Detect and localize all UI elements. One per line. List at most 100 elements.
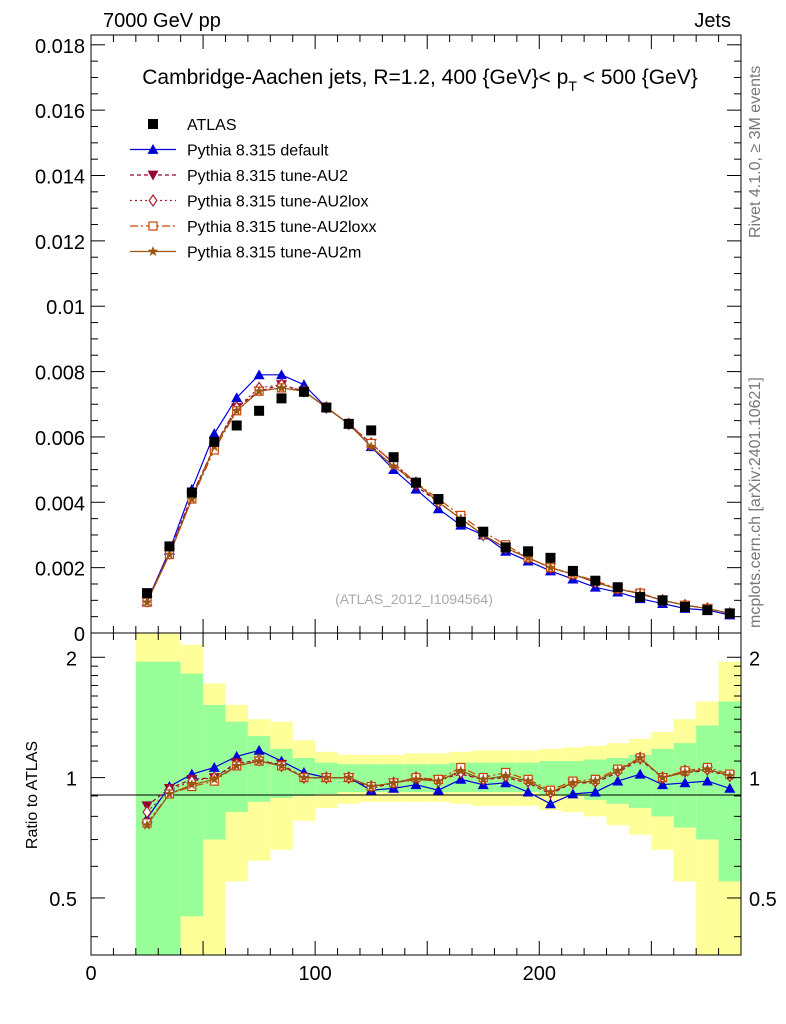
legend-label-3: Pythia 8.315 tune-AU2loxx (187, 219, 376, 236)
series-point-0 (298, 379, 310, 390)
data-point (142, 588, 153, 599)
series-point-4 (365, 441, 377, 452)
ratio-point-0 (208, 761, 220, 772)
legend-marker-3 (148, 221, 158, 231)
data-point (164, 541, 175, 552)
ratio-point-4 (657, 772, 668, 783)
analysis-id-label: (ATLAS_2012_I1094564) (335, 591, 493, 607)
ratio-point-4 (186, 779, 198, 790)
series-point-4 (186, 493, 198, 504)
xtick-label: 100 (298, 963, 331, 985)
ratio-ytick-label-right: 0.5 (749, 889, 777, 911)
data-point (343, 418, 354, 429)
ratio-point-4 (231, 760, 242, 771)
main-ytick-label: 0 (74, 624, 85, 646)
main-ytick-label: 0.004 (35, 493, 85, 515)
ratio-point-0 (544, 798, 556, 809)
ratio-ytick-label-left: 1 (66, 769, 77, 791)
ratio-point-2 (142, 805, 152, 819)
ratio-point-4 (478, 773, 489, 784)
data-point (209, 436, 220, 447)
ratio-point-4 (433, 775, 444, 786)
ratio-point-0 (612, 775, 624, 786)
data-point (276, 393, 287, 404)
ratio-point-0 (679, 777, 691, 788)
ratio-point-4 (724, 770, 736, 781)
ratio-point-0 (701, 775, 713, 786)
ratio-ylabel: Ratio to ATLAS (24, 741, 41, 849)
data-point (635, 592, 646, 603)
data-point (388, 452, 399, 463)
ratio-point-4 (164, 788, 175, 799)
ratio-point-0 (724, 782, 736, 793)
ratio-point-4 (679, 766, 691, 777)
main-ytick-label: 0.008 (35, 363, 85, 385)
data-point (298, 386, 309, 397)
data-point (455, 516, 466, 527)
data-point (321, 402, 332, 413)
data-point (724, 608, 735, 619)
ratio-point-4 (343, 772, 354, 783)
ratio-line-2 (146, 757, 730, 813)
ratio-point-4 (612, 765, 623, 776)
ratio-point-4 (590, 775, 601, 786)
series-point-4 (231, 405, 242, 416)
legend-label-data: ATLAS (187, 117, 237, 134)
data-point (500, 542, 511, 553)
mcplots-label: mcplots.cern.ch [arXiv:2401.10621] (747, 377, 764, 628)
series-point-0 (253, 369, 265, 380)
series-point-0 (208, 428, 220, 439)
series-point-0 (276, 369, 288, 380)
legend-label-2: Pythia 8.315 tune-AU2lox (187, 194, 368, 211)
ratio-point-4 (410, 773, 422, 784)
main-ytick-label: 0.002 (35, 559, 85, 581)
xtick-label: 0 (85, 963, 96, 985)
ratio-point-0 (253, 744, 265, 755)
ratio-point-4 (500, 770, 511, 781)
ratio-panel: 0.5 0.5 1 1 2 2 Ratio to ATLAS (24, 632, 777, 956)
ratio-point-4 (634, 752, 646, 763)
main-ytick-label: 0.01 (46, 297, 85, 319)
data-point (657, 595, 668, 606)
legend-marker-4 (147, 246, 159, 256)
stat-uncertainty-band (270, 748, 293, 798)
header-energy-label: 7000 GeV pp (103, 10, 221, 32)
xtick-label: 200 (523, 963, 556, 985)
data-point (523, 546, 534, 557)
plot-title: Cambridge-Aachen jets, R=1.2, 400 {GeV}<… (142, 66, 698, 94)
ratio-frame (90, 632, 742, 956)
ratio-point-4 (388, 777, 399, 788)
data-point (433, 494, 444, 505)
data-point (254, 405, 265, 416)
ratio-point-0 (432, 784, 444, 795)
ratio-point-4 (298, 772, 310, 783)
ratio-point-4 (321, 772, 332, 783)
legend-marker-2 (148, 193, 158, 208)
data-point (702, 605, 713, 616)
ratio-point-4 (545, 786, 556, 797)
legend-label-0: Pythia 8.315 default (187, 143, 329, 160)
legend-marker-data (148, 119, 158, 129)
ratio-point-0 (589, 786, 601, 797)
legend-marker-0 (147, 144, 159, 154)
main-panel: 0 0.002 0.004 0.006 0.008 0.01 0.012 0.014 0.016… (35, 34, 742, 646)
main-ytick-label: 0.018 (35, 36, 85, 58)
ratio-ytick-label-left: 0.5 (49, 889, 77, 911)
ratio-point-0 (634, 768, 646, 779)
ratio-point-4 (209, 773, 220, 784)
data-point (590, 575, 601, 586)
data-point (567, 565, 578, 576)
legend-label-4: Pythia 8.315 tune-AU2m (187, 245, 361, 262)
ratio-point-4 (522, 775, 534, 786)
main-ytick-label: 0.006 (35, 428, 85, 450)
data-point (186, 487, 197, 498)
ratio-point-4 (455, 765, 467, 776)
series-point-4 (253, 385, 265, 396)
ratio-point-4 (253, 755, 265, 766)
ratio-point-4 (702, 763, 713, 774)
legend: ATLAS Pythia 8.315 default Pythia 8.315 tu… (130, 117, 376, 262)
series-point-4 (164, 549, 175, 560)
ratio-ytick-label-right: 1 (749, 769, 760, 791)
series-point-4 (141, 596, 153, 607)
